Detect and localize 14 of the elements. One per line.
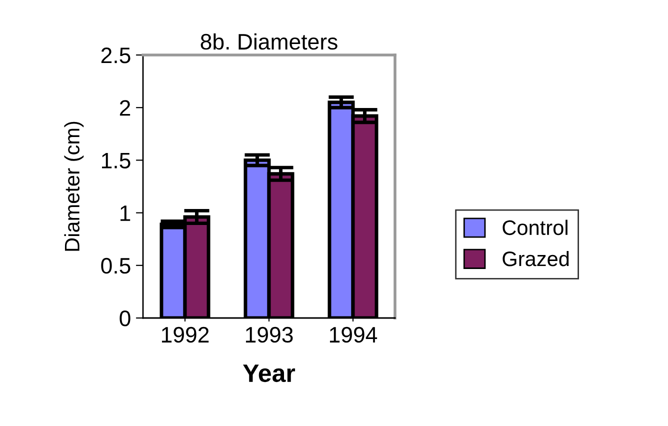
- x-axis-title: Year: [243, 364, 296, 382]
- y-tick-label: 0: [120, 310, 130, 326]
- chart-title: 8b. Diameters: [200, 33, 338, 50]
- y-tick-label: 2.5: [101, 48, 130, 64]
- legend-label: Control: [502, 220, 568, 236]
- y-axis-title: Diameter (cm): [64, 122, 84, 251]
- x-tick-label: 1993: [246, 326, 293, 343]
- legend-label: Grazed: [502, 250, 569, 266]
- y-tick-label: 1.5: [102, 152, 130, 168]
- y-tick-label: 2: [120, 100, 130, 116]
- y-tick-label: 0.5: [101, 258, 130, 274]
- x-tick-label: 1992: [162, 326, 209, 343]
- x-tick-label: 1994: [330, 326, 378, 343]
- y-tick-label: 1: [120, 206, 130, 221]
